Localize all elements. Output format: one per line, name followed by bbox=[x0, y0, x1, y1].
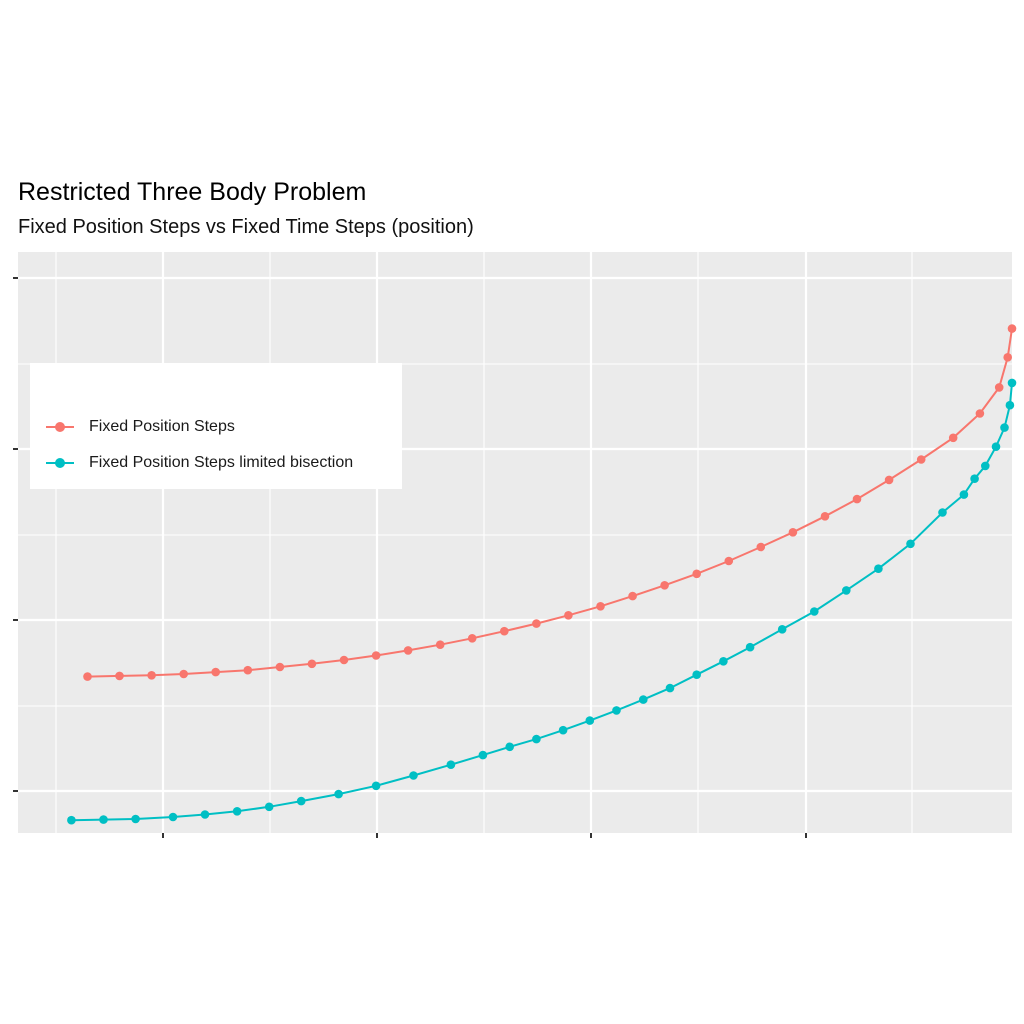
legend-label: Fixed Position Steps limited bisection bbox=[89, 454, 354, 471]
data-point-series-0 bbox=[916, 455, 926, 464]
data-point-series-0 bbox=[788, 528, 798, 537]
data-point-series-1 bbox=[719, 657, 728, 666]
data-point-series-1 bbox=[334, 789, 343, 799]
data-point-series-0 bbox=[660, 581, 669, 590]
data-point-series-1 bbox=[1005, 400, 1015, 410]
data-point-series-0 bbox=[403, 646, 413, 655]
data-point-series-1 bbox=[409, 771, 418, 780]
data-point-series-1 bbox=[131, 814, 140, 824]
data-point-series-1 bbox=[1007, 378, 1017, 388]
data-point-series-0 bbox=[820, 512, 830, 521]
data-point-series-1 bbox=[970, 474, 979, 484]
data-point-series-0 bbox=[307, 659, 317, 669]
axis-ticks bbox=[13, 277, 807, 838]
chart-subtitle: Fixed Position Steps vs Fixed Time Steps… bbox=[18, 216, 474, 238]
data-point-series-0 bbox=[243, 665, 253, 675]
data-point-series-1 bbox=[810, 607, 819, 616]
data-point-series-0 bbox=[948, 433, 958, 443]
data-point-series-0 bbox=[147, 671, 156, 680]
data-point-series-1 bbox=[981, 461, 990, 471]
legend: Fixed Position Steps Fixed Position Step… bbox=[30, 363, 402, 489]
data-point-series-0 bbox=[884, 475, 894, 485]
data-point-series-1 bbox=[777, 625, 787, 634]
data-point-series-0 bbox=[83, 672, 92, 681]
data-point-series-1 bbox=[874, 564, 883, 573]
data-point-series-0 bbox=[1003, 353, 1012, 362]
data-point-series-1 bbox=[745, 642, 755, 652]
data-point-series-0 bbox=[852, 494, 862, 504]
legend-key-icon bbox=[44, 452, 76, 474]
data-point-series-0 bbox=[692, 569, 701, 579]
data-point-series-1 bbox=[906, 539, 915, 549]
data-point-series-1 bbox=[200, 810, 210, 819]
chart-title: Restricted Three Body Problem bbox=[18, 178, 367, 206]
data-point-series-0 bbox=[211, 667, 220, 677]
grid-lines bbox=[18, 252, 1012, 833]
series-line-0 bbox=[87, 328, 1013, 678]
data-point-series-0 bbox=[435, 640, 445, 649]
data-point-series-0 bbox=[339, 655, 349, 665]
data-point-series-1 bbox=[612, 706, 621, 715]
legend-item-limited-bisection: Fixed Position Steps limited bisection bbox=[44, 452, 353, 474]
data-point-series-0 bbox=[371, 651, 381, 660]
data-point-series-1 bbox=[264, 802, 274, 812]
data-point-series-1 bbox=[692, 670, 701, 679]
data-point-series-1 bbox=[505, 742, 514, 752]
legend-label: Fixed Position Steps bbox=[89, 418, 235, 435]
data-point-series-1 bbox=[585, 716, 595, 725]
data-point-series-1 bbox=[296, 796, 306, 806]
data-point-series-1 bbox=[1000, 423, 1009, 432]
data-point-series-1 bbox=[168, 812, 178, 822]
data-point-series-0 bbox=[500, 626, 509, 636]
data-point-series-1 bbox=[842, 586, 851, 595]
data-point-series-1 bbox=[99, 815, 108, 824]
legend-item-fixed-position-steps: Fixed Position Steps bbox=[44, 416, 235, 438]
data-point-series-0 bbox=[275, 662, 285, 672]
data-point-series-0 bbox=[467, 634, 477, 643]
data-point-series-0 bbox=[756, 542, 766, 552]
data-point-series-1 bbox=[446, 760, 456, 769]
data-point-series-0 bbox=[532, 619, 541, 628]
data-point-series-0 bbox=[994, 383, 1004, 392]
data-point-series-1 bbox=[558, 725, 568, 735]
data-point-series-0 bbox=[724, 556, 734, 566]
data-point-series-0 bbox=[564, 611, 573, 620]
data-point-series-0 bbox=[596, 602, 605, 611]
data-point-series-1 bbox=[991, 442, 1001, 452]
data-point-series-1 bbox=[478, 750, 488, 760]
data-point-series-1 bbox=[665, 683, 675, 693]
legend-key-icon bbox=[44, 416, 76, 438]
series-layer bbox=[67, 324, 1017, 825]
data-point-series-0 bbox=[179, 669, 188, 679]
data-point-series-1 bbox=[371, 781, 381, 791]
data-point-series-1 bbox=[532, 734, 541, 744]
data-point-series-1 bbox=[959, 490, 969, 499]
data-point-series-1 bbox=[67, 815, 76, 825]
data-point-series-1 bbox=[938, 508, 947, 517]
data-point-series-0 bbox=[1007, 324, 1017, 333]
data-point-series-1 bbox=[232, 807, 242, 816]
data-point-series-0 bbox=[628, 591, 637, 601]
plot-panel bbox=[18, 252, 1012, 833]
data-point-series-0 bbox=[115, 671, 124, 681]
data-point-series-1 bbox=[639, 695, 648, 704]
data-point-series-0 bbox=[975, 409, 985, 418]
